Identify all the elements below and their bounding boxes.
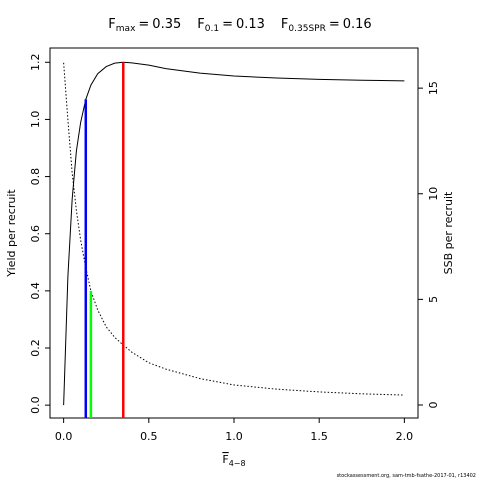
footnote: stockassessment.org, sam-tmb-fsathe-2017…	[337, 473, 476, 479]
y-tick-label: 0.4	[29, 282, 42, 300]
title-value: 0.35	[152, 17, 181, 32]
x-tick-label: 0.0	[55, 430, 73, 443]
y2-axis-label: SSB per recruit	[442, 191, 455, 274]
title-value: 0.13	[236, 17, 265, 32]
x-tick-label: 0.5	[140, 430, 158, 443]
title-value: 0.16	[343, 17, 372, 32]
y-tick-label: 0.6	[29, 225, 42, 243]
y2-tick-label: 0	[427, 402, 440, 409]
y2-tick-label: 5	[427, 296, 440, 303]
title-subscript: 0.1	[205, 24, 219, 34]
x-axis-label: F4−8	[222, 453, 245, 468]
y2-tick-label: 15	[427, 81, 440, 95]
y-tick-label: 1.2	[29, 54, 42, 72]
series-line	[63, 62, 405, 396]
x-tick-label: 2.0	[396, 430, 414, 443]
y-tick-label: 0.0	[29, 396, 42, 414]
y-tick-label: 0.8	[29, 168, 42, 186]
y-tick-label: 0.2	[29, 339, 42, 357]
title-equals: =	[138, 17, 149, 32]
x-tick-label: 1.0	[225, 430, 243, 443]
title-subscript: 0.35SPR	[288, 24, 325, 34]
chart-title: Fmax = 0.35 F0.1 = 0.13 F0.35SPR = 0.16	[108, 17, 371, 34]
title-equals: =	[222, 17, 233, 32]
y2-tick-label: 10	[427, 187, 440, 201]
y-tick-label: 1.0	[29, 111, 42, 129]
title-symbol: F	[197, 17, 204, 32]
title-subscript: max	[116, 24, 136, 34]
y-axis-label: Yield per recruit	[5, 189, 18, 278]
title-symbol: F	[281, 17, 288, 32]
title-equals: =	[329, 17, 340, 32]
series-line	[63, 61, 405, 406]
x-tick-label: 1.5	[310, 430, 328, 443]
x-label-symbol: F	[222, 453, 228, 466]
title-symbol: F	[108, 17, 115, 32]
x-label-subscript: 4−8	[229, 459, 246, 468]
